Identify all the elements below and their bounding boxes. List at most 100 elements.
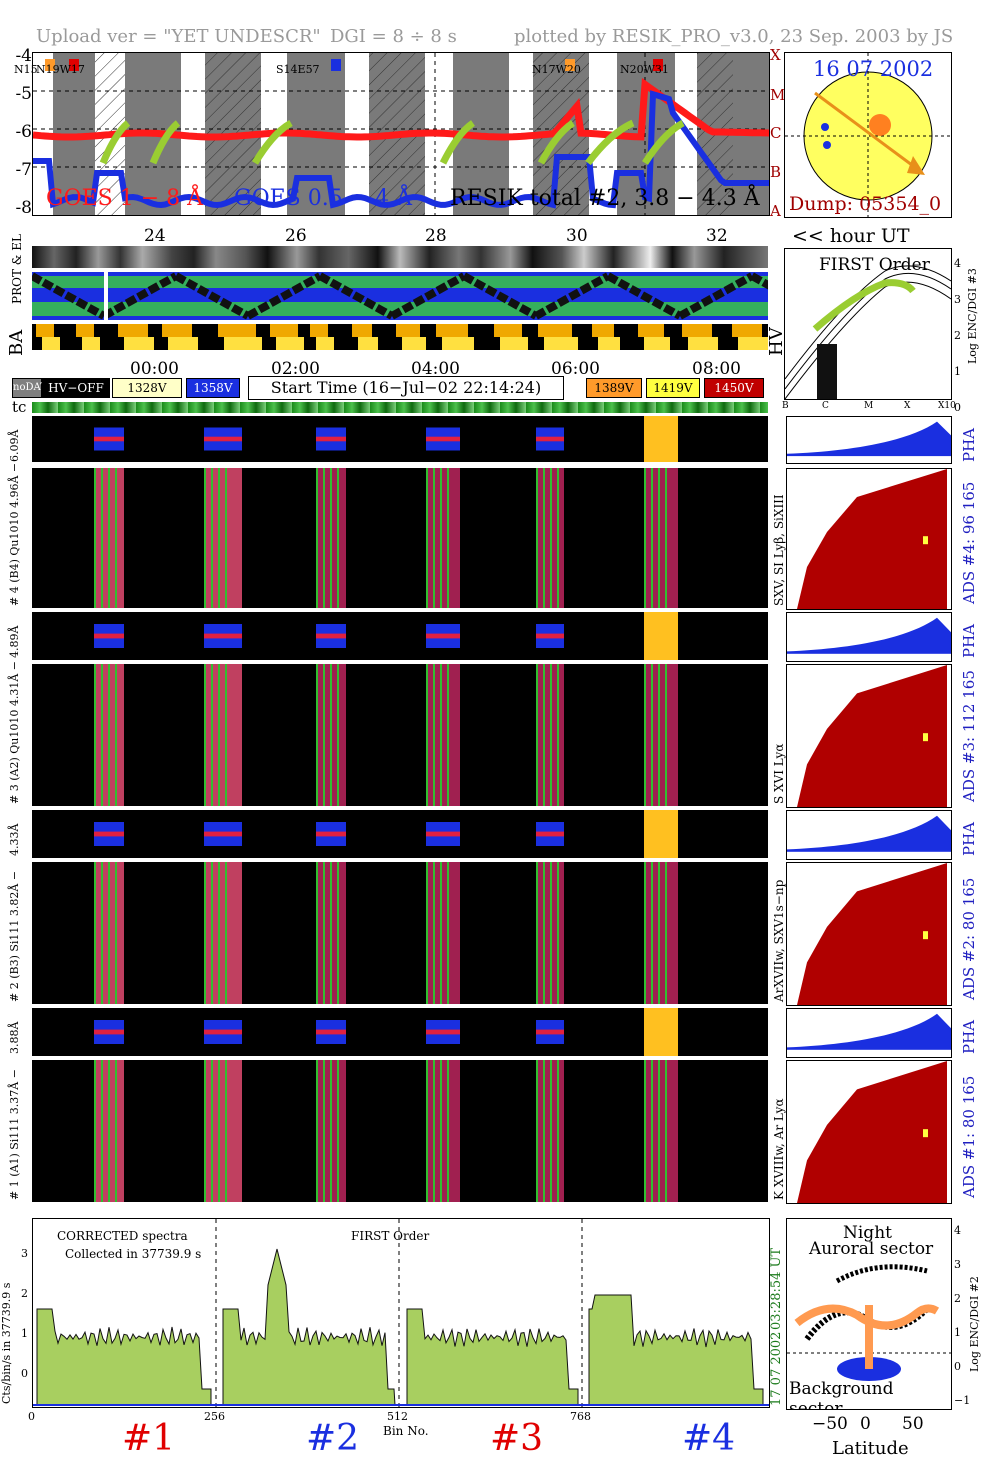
time-tick: 00:00 bbox=[130, 359, 179, 379]
fo-ytick: 4 bbox=[954, 257, 961, 270]
spec-xtick: 0 bbox=[28, 1410, 35, 1423]
channel-4-label: #4 bbox=[682, 1418, 736, 1459]
ads-histogram bbox=[786, 1060, 952, 1204]
spectra-band bbox=[644, 664, 678, 806]
spectra-line bbox=[94, 468, 96, 608]
goes-plot bbox=[33, 53, 769, 215]
spectra-line bbox=[557, 468, 559, 608]
goes-class-axis: X M C B A bbox=[768, 46, 785, 226]
pha-band bbox=[426, 633, 460, 639]
spectra-line bbox=[204, 1060, 206, 1202]
spectra-band bbox=[426, 468, 460, 608]
goes-legend-red: GOES 1 − 8 Å bbox=[46, 186, 204, 211]
first-order-panel: FIRST Order bbox=[784, 248, 952, 400]
spectra-line bbox=[557, 664, 559, 806]
ba-segment bbox=[124, 337, 154, 350]
spectra-line bbox=[644, 1060, 646, 1202]
spectra-band bbox=[204, 1060, 242, 1202]
pha-histogram bbox=[786, 1008, 952, 1058]
channel-ads-label: ADS #2: 80 165 bbox=[960, 877, 978, 1000]
fo-ylabel: Log ENC/DGI #3 bbox=[966, 268, 979, 364]
spectra-line bbox=[337, 468, 339, 608]
ba-segment bbox=[544, 337, 578, 350]
spectra-line bbox=[543, 1060, 545, 1202]
spectrum-area bbox=[588, 1294, 764, 1406]
ba-segment bbox=[494, 324, 522, 337]
pha-band bbox=[204, 436, 242, 442]
goes-ytick: -7 bbox=[15, 160, 32, 180]
pha-shape bbox=[787, 456, 951, 463]
channel-pha-label: 6.09Å bbox=[8, 429, 21, 462]
spectra-line bbox=[433, 664, 435, 806]
fo-ytick: 3 bbox=[954, 293, 961, 306]
spectrum-order: FIRST Order bbox=[351, 1229, 430, 1243]
hour-tick: 30 bbox=[566, 226, 588, 246]
spectra-line bbox=[440, 1060, 442, 1202]
spectra-panel bbox=[32, 664, 768, 806]
pha-flare bbox=[644, 1008, 678, 1056]
spectra-line bbox=[658, 664, 660, 806]
legend-1389v: 1389V bbox=[586, 378, 642, 398]
ba-segment bbox=[358, 337, 378, 350]
spectra-line bbox=[440, 664, 442, 806]
ba-segment bbox=[76, 324, 94, 337]
spec-xtick: 256 bbox=[204, 1410, 225, 1423]
spectra-line bbox=[337, 862, 339, 1004]
goes-red-curve bbox=[33, 77, 769, 141]
resik-curve bbox=[149, 120, 181, 165]
spectra-line bbox=[94, 1060, 96, 1202]
spectra-line bbox=[426, 1060, 428, 1202]
ba-segment bbox=[224, 337, 262, 350]
first-order-title: FIRST Order bbox=[819, 255, 930, 275]
class-a: A bbox=[770, 202, 781, 220]
ba-segment bbox=[732, 324, 762, 337]
time-tick: 06:00 bbox=[551, 359, 600, 379]
spec-time: 03:28:54 UT bbox=[769, 1247, 784, 1330]
ba-segment bbox=[688, 337, 718, 350]
time-tick: 02:00 bbox=[271, 359, 320, 379]
dgi-label: DGI = 8 ÷ 8 s bbox=[330, 26, 457, 47]
ba-segment bbox=[270, 324, 298, 337]
channel-pha-label: 3.88Å bbox=[8, 1021, 21, 1054]
channel-lines-label: S XVI Lyα bbox=[772, 743, 786, 804]
spectra-line bbox=[101, 468, 103, 608]
prot-el-plot bbox=[32, 272, 768, 320]
spectra-line bbox=[651, 862, 653, 1004]
ba-segment bbox=[682, 324, 712, 337]
spectra-line bbox=[557, 862, 559, 1004]
spectra-line bbox=[550, 468, 552, 608]
goes-ytick: -6 bbox=[15, 122, 32, 142]
spectra-band bbox=[426, 862, 460, 1004]
spectra-line bbox=[550, 1060, 552, 1202]
goes-ytick: -4 bbox=[15, 46, 32, 66]
flare-label: N20W31 bbox=[620, 63, 669, 76]
latitude-panel: Night Auroral sector Background sector bbox=[786, 1218, 952, 1410]
channel-pha-label: 4.89Å bbox=[8, 625, 21, 658]
spectra-line bbox=[337, 664, 339, 806]
flare-label: N19W17 bbox=[36, 63, 85, 76]
spectra-line bbox=[433, 862, 435, 1004]
spectra-line bbox=[101, 664, 103, 806]
ba-segment bbox=[538, 324, 572, 337]
spectra-line bbox=[426, 664, 428, 806]
spectra-line bbox=[323, 664, 325, 806]
channel-spec-label: # 1 (A1) Si111 3.37Å − bbox=[8, 1069, 21, 1200]
spec-ytick: 1 bbox=[21, 1327, 28, 1340]
pha-band bbox=[536, 1029, 564, 1035]
lat-ytick: 3 bbox=[954, 1258, 961, 1271]
hour-tick: 26 bbox=[285, 226, 307, 246]
channel-pha-tag: PHA bbox=[960, 1019, 978, 1054]
channel-pha-tag: PHA bbox=[960, 821, 978, 856]
spectra-line bbox=[550, 862, 552, 1004]
lat-ytick: 2 bbox=[954, 1292, 961, 1305]
flare-marker bbox=[45, 59, 55, 71]
lat-xlabel: Latitude bbox=[832, 1438, 909, 1459]
sun-date: 16 07 2002 bbox=[813, 57, 934, 81]
ads-histogram bbox=[786, 664, 952, 808]
pha-panel bbox=[32, 416, 768, 462]
channel-spec-label: # 2 (B3) Si111 3.82Å − bbox=[8, 870, 21, 1002]
lat-xtick: −50 bbox=[812, 1414, 848, 1434]
prot-zigzag bbox=[318, 272, 394, 320]
spectra-line bbox=[211, 1060, 213, 1202]
spectra-line bbox=[323, 1060, 325, 1202]
